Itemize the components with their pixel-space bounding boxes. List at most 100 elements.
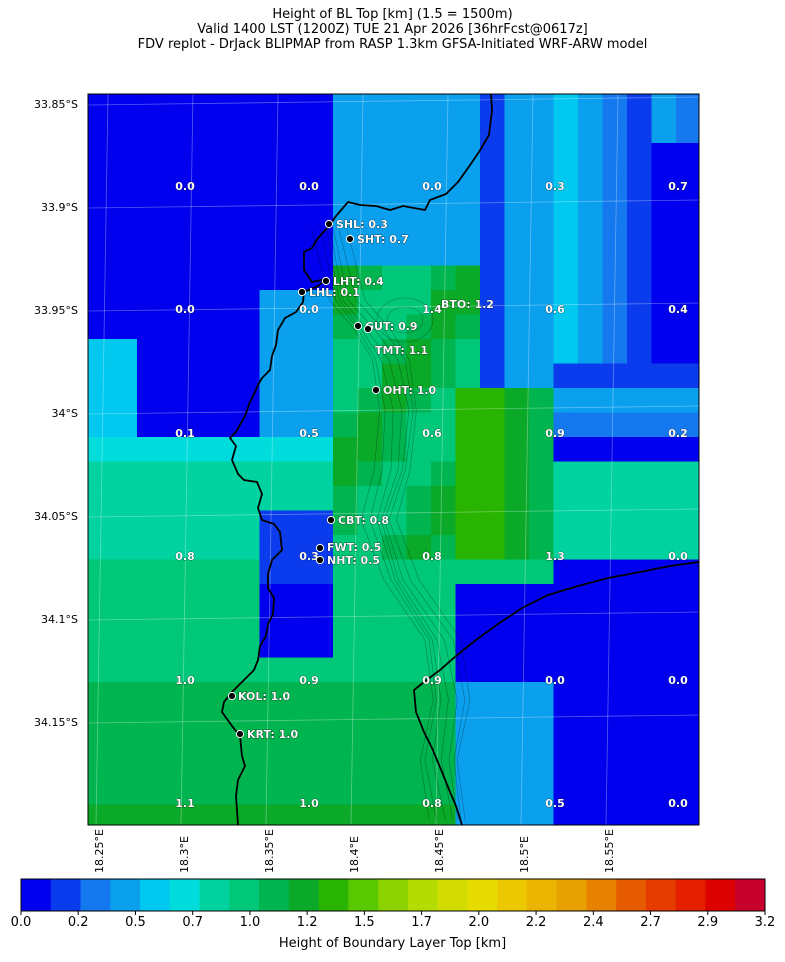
grid-cell <box>137 633 163 659</box>
grid-cell <box>627 584 653 610</box>
grid-cell <box>284 143 310 169</box>
grid-cell <box>480 682 506 708</box>
grid-cell <box>651 657 677 683</box>
grid-cell <box>602 535 628 561</box>
grid-cell <box>137 241 163 267</box>
grid-cell <box>627 290 653 316</box>
grid-cell <box>235 682 261 708</box>
grid-cell <box>504 339 530 365</box>
grid-cell <box>651 559 677 585</box>
grid-cell <box>480 290 506 316</box>
grid-cell <box>406 755 432 781</box>
grid-cell <box>676 706 699 732</box>
grid-cell <box>186 388 212 414</box>
grid-cell <box>602 584 628 610</box>
grid-cell <box>137 535 163 561</box>
grid-cell <box>112 731 138 757</box>
grid-cell <box>137 510 163 536</box>
grid-cell <box>676 755 699 781</box>
grid-cell <box>480 633 506 659</box>
site-marker-gut <box>353 321 363 331</box>
grid-cell <box>357 265 383 291</box>
grid-cell <box>308 633 334 659</box>
grid-cell <box>161 608 187 634</box>
grid-cell <box>112 535 138 561</box>
bl-height-grid <box>88 94 699 825</box>
grid-cell <box>651 412 677 438</box>
grid-cell <box>333 584 359 610</box>
grid-cell <box>235 412 261 438</box>
grid-cell <box>651 535 677 561</box>
grid-cell <box>455 339 481 365</box>
grid-cell <box>382 559 408 585</box>
site-label-gut: GUT: 0.9 <box>365 320 418 333</box>
parallel-line <box>88 96 699 106</box>
grid-cell <box>235 510 261 536</box>
grid-cell <box>88 143 114 169</box>
grid-cell <box>627 143 653 169</box>
colorbar-swatch <box>229 879 260 911</box>
site-label-sht: SHT: 0.7 <box>357 233 409 246</box>
site-label-lht: LHT: 0.4 <box>333 275 384 288</box>
grid-cell <box>259 290 285 316</box>
grid-cell <box>676 265 699 291</box>
colorbar-swatch <box>199 879 230 911</box>
grid-cell <box>137 118 163 144</box>
grid-cell <box>259 216 285 242</box>
grid-cell <box>382 118 408 144</box>
grid-cell <box>602 657 628 683</box>
grid-cell <box>431 657 457 683</box>
grid-cell <box>333 804 359 825</box>
grid-cell <box>504 755 530 781</box>
grid-value-label: 0.8 <box>422 797 442 810</box>
grid-cell <box>504 118 530 144</box>
grid-cell <box>627 706 653 732</box>
grid-cell <box>161 755 187 781</box>
grid-cell <box>455 780 481 806</box>
grid-cell <box>161 167 187 193</box>
grid-cell <box>137 388 163 414</box>
colorbar-swatch <box>497 879 528 911</box>
grid-cell <box>504 657 530 683</box>
grid-cell <box>308 290 334 316</box>
colorbar-swatch <box>437 879 468 911</box>
grid-cell <box>137 412 163 438</box>
site-label-kol: KOL: 1.0 <box>238 690 290 703</box>
parallel-line <box>88 508 699 518</box>
grid-cell <box>627 192 653 218</box>
grid-cell <box>161 216 187 242</box>
grid-cell <box>357 437 383 463</box>
grid-cell <box>651 731 677 757</box>
grid-cell <box>259 486 285 512</box>
colorbar-tick-label: 2.7 <box>640 915 661 930</box>
grid-cell <box>406 290 432 316</box>
grid-cell <box>284 486 310 512</box>
grid-cell <box>161 118 187 144</box>
grid-cell <box>88 412 114 438</box>
grid-cell <box>578 192 604 218</box>
grid-cell <box>602 510 628 536</box>
grid-cell <box>112 682 138 708</box>
grid-cell <box>455 461 481 487</box>
grid-cell <box>308 192 334 218</box>
grid-cell <box>284 339 310 365</box>
grid-cell <box>308 265 334 291</box>
grid-cell <box>431 339 457 365</box>
grid-cell <box>357 755 383 781</box>
grid-cell <box>455 706 481 732</box>
grid-cell <box>553 437 579 463</box>
grid-cell <box>627 118 653 144</box>
grid-cell <box>553 388 579 414</box>
grid-cell <box>186 804 212 825</box>
grid-cell <box>578 437 604 463</box>
grid-cell <box>676 388 699 414</box>
grid-cell <box>161 314 187 340</box>
grid-cell <box>308 657 334 683</box>
grid-cell <box>259 143 285 169</box>
colorbar-swatch <box>259 879 290 911</box>
grid-value-label: 1.4 <box>422 303 442 316</box>
grid-cell <box>284 94 310 120</box>
grid-cell <box>161 706 187 732</box>
longitude-tick-label: 18.55°E <box>603 829 616 873</box>
grid-cell <box>480 216 506 242</box>
